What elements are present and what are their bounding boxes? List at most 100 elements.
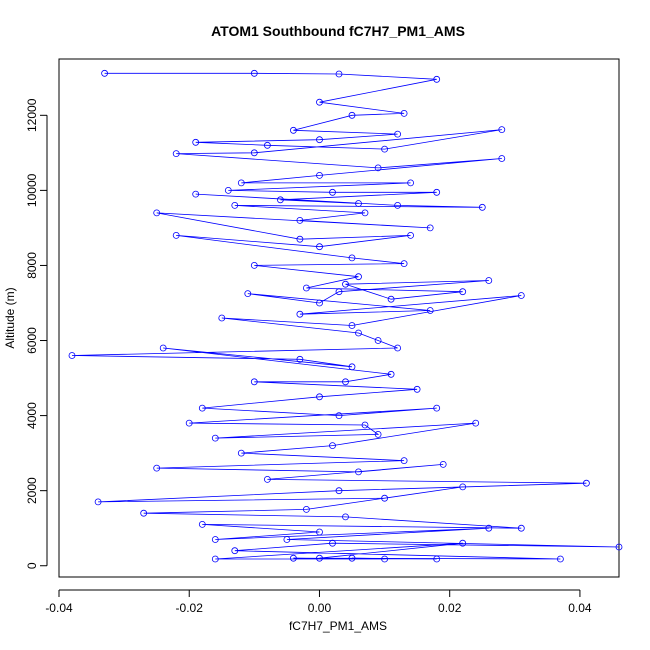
y-tick-label: 12000 <box>25 98 39 132</box>
data-point <box>557 555 564 563</box>
data-point <box>198 521 206 528</box>
data-point <box>485 524 493 532</box>
data-point <box>316 243 323 251</box>
data-point <box>394 201 402 209</box>
data-point <box>329 539 336 547</box>
plot-frame <box>58 58 620 578</box>
data-point <box>439 460 447 468</box>
data-point <box>348 363 356 371</box>
data-point <box>329 442 336 450</box>
data-point <box>250 149 258 157</box>
data-point <box>361 421 369 429</box>
data-point <box>250 69 258 77</box>
data-point <box>276 196 284 204</box>
y-tick-label: 2000 <box>25 477 39 504</box>
data-point <box>302 284 310 292</box>
data-point <box>348 111 356 119</box>
data-point <box>374 164 382 172</box>
data-point <box>237 449 245 457</box>
data-point <box>172 231 180 239</box>
data-point <box>302 505 310 513</box>
data-point <box>472 419 480 427</box>
x-axis: -0.04 -0.02 0.00 0.02 0.04 <box>45 589 592 615</box>
y-axis-label: Altitude (m) <box>3 287 17 348</box>
data-point <box>387 370 395 378</box>
data-point <box>381 494 389 502</box>
y-axis: 0 2000 4000 6000 8000 10000 12000 <box>25 98 48 569</box>
data-point <box>342 513 349 521</box>
data-point <box>498 126 506 134</box>
data-point <box>413 385 421 393</box>
data-point <box>192 138 200 146</box>
data-point <box>185 419 193 427</box>
data-point <box>211 434 219 442</box>
data-point <box>459 288 467 296</box>
data-point <box>316 136 323 144</box>
x-tick-label: 0.02 <box>438 601 462 615</box>
data-point <box>381 555 389 563</box>
data-point <box>394 130 402 138</box>
data-point <box>459 483 467 491</box>
plot-area <box>68 69 623 563</box>
data-point <box>101 69 108 77</box>
data-point <box>316 393 323 401</box>
data-point <box>335 70 343 78</box>
data-point <box>407 231 415 239</box>
data-point <box>224 186 232 194</box>
data-point <box>289 126 297 134</box>
data-point <box>296 235 304 243</box>
data-point <box>374 337 382 344</box>
data-point <box>433 188 441 196</box>
data-point <box>433 75 441 83</box>
data-point <box>433 404 441 412</box>
y-tick-label: 10000 <box>25 173 39 207</box>
data-point <box>153 464 161 472</box>
data-point <box>263 141 271 149</box>
data-point <box>218 314 226 322</box>
chart-title: ATOM1 Southbound fC7H7_PM1_AMS <box>211 23 465 39</box>
data-point <box>459 539 467 547</box>
data-point <box>400 110 408 117</box>
data-point <box>400 260 408 268</box>
data-point <box>478 203 486 211</box>
data-point <box>335 288 343 296</box>
data-point <box>250 378 258 386</box>
data-point <box>355 273 362 281</box>
data-point <box>426 224 434 232</box>
y-tick-label: 8000 <box>25 252 39 279</box>
data-point <box>348 554 356 562</box>
data-point <box>211 555 219 563</box>
data-point <box>153 209 161 217</box>
data-point <box>296 355 304 363</box>
data-point <box>263 475 271 483</box>
data-point <box>231 201 239 209</box>
data-point <box>68 352 76 359</box>
data-point <box>316 98 323 106</box>
y-tick-label: 6000 <box>25 327 39 354</box>
data-point <box>387 295 395 303</box>
data-point <box>316 299 323 307</box>
data-point <box>335 487 343 495</box>
data-point <box>361 209 369 217</box>
data-point <box>485 277 493 284</box>
data-point <box>159 344 167 352</box>
x-tick-label: -0.04 <box>45 601 73 615</box>
data-point <box>498 155 506 162</box>
data-point <box>407 179 415 187</box>
y-tick-label: 0 <box>25 562 39 569</box>
data-point <box>231 547 239 555</box>
data-point <box>316 528 323 536</box>
data-point <box>342 280 349 288</box>
data-point <box>381 145 389 153</box>
data-point <box>335 412 343 420</box>
data-point <box>355 468 362 476</box>
x-tick-label: 0.04 <box>568 601 592 615</box>
data-point <box>172 150 180 158</box>
data-point <box>374 430 382 438</box>
data-point <box>583 479 590 487</box>
data-point <box>316 554 323 562</box>
data-point <box>237 179 245 187</box>
data-point <box>400 457 408 465</box>
data-point <box>244 290 252 298</box>
